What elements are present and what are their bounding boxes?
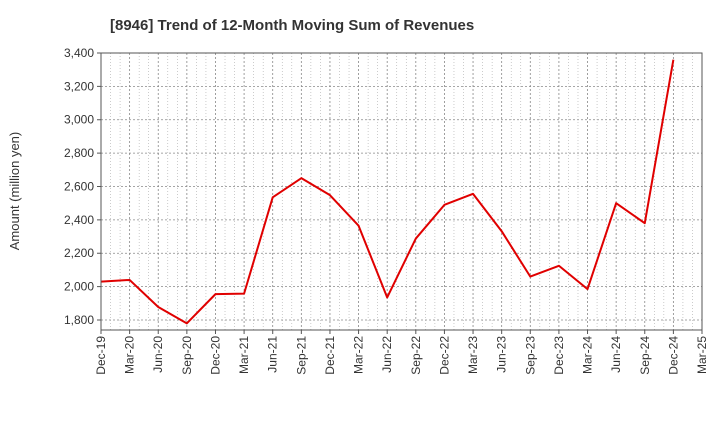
y-axis-label: Amount (million yen) (7, 132, 22, 251)
series-layer (100, 59, 675, 325)
x-tick-label: Dec-19 (94, 336, 108, 375)
y-tick-label: 2,400 (64, 213, 94, 227)
x-tick-label: Sep-23 (523, 336, 537, 375)
x-axis-ticks: Dec-19 Mar-20 Jun-20 Sep-20 Dec-20 Mar-21 Jun-… (94, 330, 709, 375)
plot-frame (100, 52, 703, 331)
x-tick-label: Dec-20 (208, 336, 222, 375)
y-axis-ticks: 1,800 2,000 2,200 2,400 2,600 2,800 3,000 3,200… (64, 46, 101, 327)
y-tick-label: 1,800 (64, 313, 94, 327)
x-tick-label: Sep-20 (180, 336, 194, 375)
x-tick-label: Dec-23 (552, 336, 566, 375)
x-tick-label: Jun-22 (380, 336, 394, 373)
y-tick-label: 3,200 (64, 79, 94, 93)
x-tick-label: Jun-20 (151, 336, 165, 373)
x-tick-label: Jun-23 (495, 336, 509, 373)
x-tick-label: Mar-22 (352, 336, 366, 374)
x-tick-label: Jun-21 (266, 336, 280, 373)
series-line (100, 59, 675, 325)
x-tick-label: Mar-20 (123, 336, 137, 374)
x-tick-label: Dec-21 (323, 336, 337, 375)
x-tick-label: Sep-22 (409, 336, 423, 375)
x-tick-label: Mar-23 (466, 336, 480, 374)
y-tick-label: 3,000 (64, 113, 94, 127)
x-tick-label: Sep-21 (294, 336, 308, 375)
y-tick-label: 2,000 (64, 280, 94, 294)
x-tick-label: Mar-21 (237, 336, 251, 374)
x-tick-label: Dec-24 (666, 336, 680, 375)
x-tick-label: Jun-24 (609, 336, 623, 373)
x-tick-label: Dec-22 (437, 336, 451, 375)
grid-lines (101, 52, 702, 330)
x-tick-label: Mar-25 (695, 336, 709, 374)
y-tick-label: 3,400 (64, 46, 94, 60)
chart-title: [8946] Trend of 12-Month Moving Sum of R… (110, 17, 474, 34)
y-tick-label: 2,800 (64, 146, 94, 160)
x-tick-label: Sep-24 (638, 336, 652, 375)
x-tick-label: Mar-24 (581, 336, 595, 374)
y-tick-label: 2,200 (64, 246, 94, 260)
y-tick-label: 2,600 (64, 179, 94, 193)
